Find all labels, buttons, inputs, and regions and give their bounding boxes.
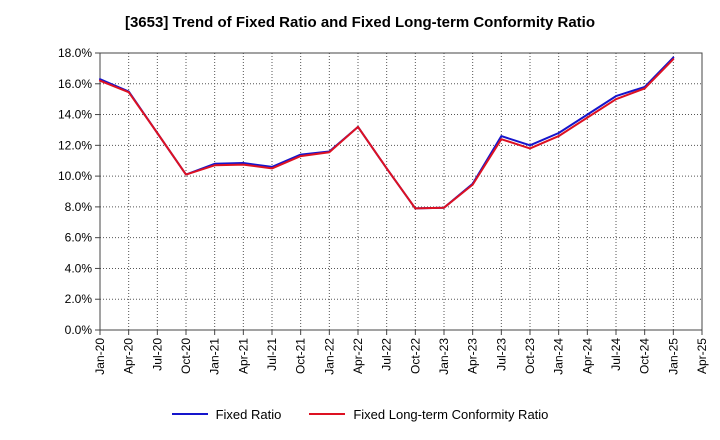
- x-tick-label: Jul-20: [150, 338, 164, 371]
- x-tick-label: Apr-21: [236, 338, 250, 374]
- x-tick-label: Jul-22: [380, 338, 394, 371]
- y-tick-label: 18.0%: [58, 46, 92, 60]
- legend-label-fixed-ratio: Fixed Ratio: [215, 406, 282, 422]
- x-tick-label: Jan-21: [208, 338, 222, 375]
- chart-title: [3653] Trend of Fixed Ratio and Fixed Lo…: [124, 14, 596, 31]
- x-tick-label: Jan-24: [552, 338, 566, 375]
- series-line-fixed-long-term-conformity-ratio: [99, 58, 675, 210]
- y-tick-label: 0.0%: [65, 323, 93, 337]
- x-tick-label: Oct-23: [523, 338, 537, 374]
- axes: [95, 52, 703, 335]
- y-tick-label: 16.0%: [58, 77, 92, 91]
- x-tick-label: Apr-22: [351, 338, 365, 374]
- y-tick-label: 4.0%: [65, 261, 93, 275]
- legend-label-fixed-long-term-conformity-ratio: Fixed Long-term Conformity Ratio: [353, 406, 549, 422]
- y-tick-label: 10.0%: [58, 169, 92, 183]
- tick-labels: 0.0% 2.0% 4.0% 6.0% 8.0% 10.0% 12.0% 14.0% 16.0%…: [58, 46, 709, 375]
- series-lines: [99, 56, 675, 210]
- x-tick-label: Oct-20: [179, 338, 193, 374]
- legend-item-fixed-long-term-conformity-ratio: Fixed Long-term Conformity Ratio: [309, 407, 548, 422]
- chart-legend: Fixed Ratio Fixed Long-term Conformity R…: [0, 403, 720, 425]
- legend-swatch-fixed-ratio: [171, 413, 208, 415]
- x-tick-label: Oct-24: [638, 338, 652, 374]
- x-tick-label: Oct-22: [408, 338, 422, 374]
- x-tick-label: Apr-25: [695, 338, 709, 374]
- x-tick-label: Jul-21: [265, 338, 279, 371]
- legend-item-fixed-ratio: Fixed Ratio: [171, 406, 282, 422]
- y-tick-label: 12.0%: [58, 138, 92, 152]
- grid-lines: [99, 52, 703, 331]
- plot-frame: [99, 52, 703, 331]
- x-tick-label: Jan-20: [93, 338, 107, 375]
- x-tick-label: Jan-25: [666, 338, 680, 375]
- x-tick-label: Jul-23: [494, 338, 508, 371]
- legend-swatch-fixed-long-term-conformity-ratio: [309, 413, 346, 415]
- y-tick-label: 2.0%: [65, 292, 93, 306]
- x-tick-label: Apr-20: [122, 338, 136, 374]
- x-tick-label: Oct-21: [294, 338, 308, 374]
- y-tick-label: 14.0%: [58, 108, 92, 122]
- x-tick-label: Jul-24: [609, 338, 623, 371]
- x-tick-label: Jan-23: [437, 338, 451, 375]
- x-tick-label: Apr-24: [580, 338, 594, 374]
- y-tick-label: 8.0%: [65, 200, 93, 214]
- y-tick-label: 6.0%: [65, 231, 93, 245]
- x-tick-label: Jan-22: [322, 338, 336, 375]
- x-tick-label: Apr-23: [466, 338, 480, 374]
